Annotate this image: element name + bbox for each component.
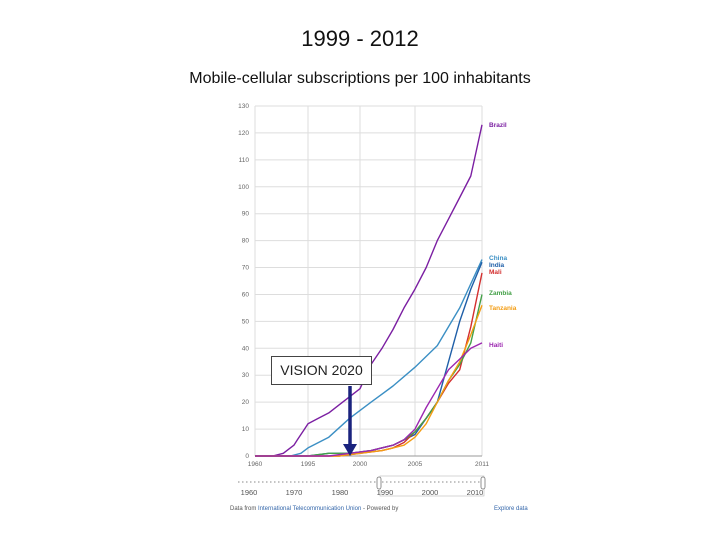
legend-label-tanzania: Tanzania — [489, 305, 517, 312]
legend-label-mali: Mali — [489, 269, 502, 276]
timeline-label: 1990 — [377, 488, 394, 497]
timeline-label: 2000 — [422, 488, 439, 497]
x-tick-label: 2005 — [408, 461, 423, 468]
legend-label-haiti: Haiti — [489, 342, 503, 349]
x-tick-label: 1960 — [248, 461, 263, 468]
y-tick-label: 130 — [238, 103, 249, 110]
slide-title: 1999 - 2012 — [301, 26, 419, 51]
legend-label-brazil: Brazil — [489, 122, 507, 129]
slide-subtitle: Mobile-cellular subscriptions per 100 in… — [189, 70, 531, 87]
y-tick-label: 120 — [238, 130, 249, 137]
legend-label-china: China — [489, 255, 507, 262]
series-line-brazil — [255, 124, 483, 457]
y-tick-label: 10 — [242, 426, 250, 433]
timeline-label: 2010 — [467, 488, 484, 497]
vision-2020-annotation: VISION 2020 — [271, 356, 372, 385]
series-line-china — [255, 259, 483, 457]
y-tick-label: 20 — [242, 399, 250, 406]
y-tick-label: 40 — [242, 345, 250, 352]
footer-powered: - Powered by — [362, 506, 399, 512]
x-tick-label: 2000 — [353, 461, 368, 468]
explore-data-link[interactable]: Explore data — [494, 506, 528, 512]
timeline-handle-left[interactable] — [376, 476, 382, 490]
series-line-tanzania — [255, 304, 483, 457]
series-line-zambia — [255, 294, 483, 457]
x-tick-label: 2011 — [475, 461, 489, 468]
timeline-label: 1980 — [332, 488, 349, 497]
timeline-handle-right[interactable] — [480, 476, 486, 490]
y-tick-label: 0 — [245, 453, 249, 460]
vision-arrow-head — [343, 444, 357, 456]
footer-source-link[interactable]: International Telecommunication Union — [258, 506, 362, 512]
timeline-label: 1970 — [286, 488, 303, 497]
legend-label-zambia: Zambia — [489, 290, 512, 297]
y-tick-label: 90 — [242, 211, 250, 218]
y-tick-label: 80 — [242, 238, 250, 245]
footer-prefix: Data from — [230, 506, 257, 512]
y-tick-label: 60 — [242, 291, 250, 298]
y-tick-label: 70 — [242, 265, 250, 272]
footer-credit: Data from International Telecommunicatio… — [230, 506, 398, 512]
legend-label-india: India — [489, 262, 505, 269]
y-tick-label: 30 — [242, 372, 250, 379]
x-tick-label: 1995 — [301, 461, 316, 468]
y-tick-label: 50 — [242, 318, 250, 325]
y-tick-label: 110 — [239, 157, 250, 164]
y-tick-label: 100 — [238, 184, 249, 191]
timeline-label: 1960 — [241, 488, 258, 497]
